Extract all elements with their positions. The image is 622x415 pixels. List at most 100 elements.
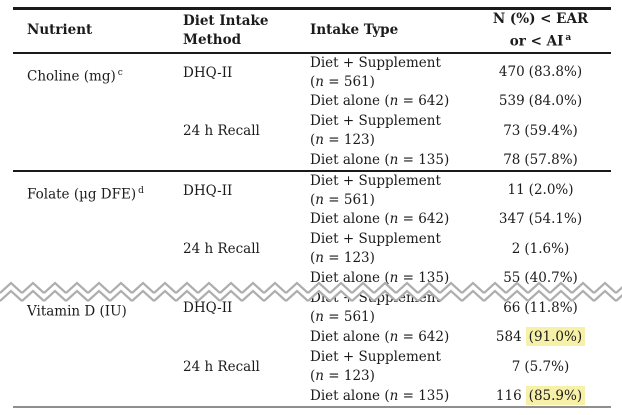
- value-cell: 78 (57.8%): [470, 151, 611, 171]
- value-cell: 55 (40.7%): [470, 269, 611, 289]
- section-choline: Choline (mg) c DHQ-II Diet + Supplement (…: [13, 53, 611, 171]
- header-intake-type: Intake Type: [310, 22, 399, 39]
- intake-type-cell: Diet + Supplement (n = 123): [310, 348, 470, 387]
- intake-type-cell: Diet + Supplement (n = 123): [310, 112, 470, 151]
- percent: (59.4%): [524, 122, 578, 139]
- intake-line: Diet + Supplement: [310, 54, 441, 71]
- intake-type-cell: Diet + Supplement (n = 123): [310, 230, 470, 269]
- intake-line: (n = 123): [310, 250, 375, 266]
- header-line: N (%) < EAR: [492, 11, 589, 27]
- percent-highlighted: (85.9%): [525, 385, 586, 405]
- header-line: Diet Intake: [183, 12, 269, 29]
- table-header: Nutrient Diet Intake Method Intake Type …: [13, 9, 611, 53]
- table-row: Diet alone (n = 642) 347 (54.1%): [13, 210, 611, 230]
- count: 55: [503, 270, 521, 286]
- nutrient-name: Folate (µg DFE): [27, 186, 137, 202]
- percent: (2.0%): [528, 182, 574, 198]
- value-cell: 73 (59.4%): [470, 112, 611, 151]
- nutrient-cell: Choline (mg) c: [13, 53, 183, 171]
- nutrient-cell: Vitamin D (IU): [13, 289, 183, 407]
- intake-line: (n = 561): [310, 191, 375, 208]
- header-line: Method: [183, 31, 242, 48]
- method-cell: 24 h Recall: [183, 358, 260, 375]
- table-row: Choline (mg) c DHQ-II Diet + Supplement (…: [13, 53, 611, 92]
- intake-line: Diet alone (n = 642): [310, 93, 450, 109]
- value-cell: 584 (91.0%): [470, 327, 611, 348]
- intake-type-cell: Diet alone (n = 642): [310, 328, 470, 348]
- count: 73: [503, 122, 521, 139]
- table-row: Diet alone (n = 135) 116 (85.9%): [13, 385, 611, 407]
- intake-line: Diet + Supplement: [310, 290, 441, 306]
- intake-type-cell: Diet + Supplement (n = 561): [310, 289, 470, 328]
- count: 347: [498, 211, 525, 227]
- method-cell: 24 h Recall: [183, 240, 260, 257]
- percent: (5.7%): [524, 358, 570, 375]
- count: 470: [498, 64, 525, 80]
- table-row: Vitamin D (IU) DHQ-II Diet + Supplement …: [13, 289, 611, 328]
- method-cell: DHQ-II: [183, 64, 233, 81]
- intake-line: (n = 123): [310, 132, 375, 148]
- nutrient-intake-table: Nutrient Diet Intake Method Intake Type …: [13, 7, 611, 408]
- table-row: 24 h Recall Diet + Supplement (n = 123) …: [13, 112, 611, 151]
- intake-line: (n = 561): [310, 73, 375, 90]
- value-cell: 116 (85.9%): [470, 385, 611, 407]
- table-row: Diet alone (n = 135) 78 (57.8%): [13, 151, 611, 171]
- count: 66: [503, 299, 521, 316]
- count: 11: [507, 182, 525, 198]
- section-vitamin-d: Vitamin D (IU) DHQ-II Diet + Supplement …: [13, 289, 611, 407]
- intake-line: Diet alone (n = 135): [310, 270, 450, 286]
- count: 539: [498, 93, 525, 109]
- intake-line: Diet + Supplement: [310, 231, 441, 247]
- intake-type-cell: Diet alone (n = 135): [310, 269, 470, 289]
- footnote-marker-a: a: [565, 33, 572, 43]
- nutrient-cell: Folate (µg DFE) d: [13, 171, 183, 289]
- intake-type-cell: Diet alone (n = 135): [310, 151, 470, 171]
- header-row: Nutrient Diet Intake Method Intake Type …: [13, 9, 611, 53]
- intake-line: Diet + Supplement: [310, 349, 441, 365]
- table-row: Folate (µg DFE) d DHQ-II Diet + Supplemen…: [13, 171, 611, 210]
- count: 2: [511, 240, 521, 257]
- intake-line: Diet alone (n = 135): [310, 387, 450, 404]
- percent: (1.6%): [524, 240, 570, 257]
- intake-line: Diet alone (n = 642): [310, 329, 450, 345]
- value-cell: 539 (84.0%): [470, 92, 611, 112]
- footnote-marker: d: [138, 185, 144, 196]
- intake-line: (n = 123): [310, 368, 375, 384]
- percent: (11.8%): [524, 299, 578, 316]
- count: 78: [503, 151, 521, 168]
- header-n-pct: N (%) < EAR or < AI a: [470, 9, 611, 53]
- value-cell: 66 (11.8%): [470, 289, 611, 328]
- table-row: 24 h Recall Diet + Supplement (n = 123) …: [13, 348, 611, 387]
- intake-type-cell: Diet alone (n = 135): [310, 387, 470, 407]
- count: 116: [495, 387, 522, 404]
- nutrient-name: Vitamin D (IU): [27, 303, 127, 319]
- value-cell: 7 (5.7%): [470, 348, 611, 387]
- value-cell: 2 (1.6%): [470, 230, 611, 269]
- method-cell: 24 h Recall: [183, 122, 260, 139]
- intake-line: (n = 561): [310, 309, 375, 325]
- table-row: Diet alone (n = 642) 539 (84.0%): [13, 92, 611, 112]
- section-folate: Folate (µg DFE) d DHQ-II Diet + Supplemen…: [13, 170, 611, 289]
- value-cell: 11 (2.0%): [470, 171, 611, 210]
- table-row: 24 h Recall Diet + Supplement (n = 123) …: [13, 230, 611, 269]
- percent-highlighted: (91.0%): [525, 327, 586, 346]
- header-nutrient: Nutrient: [27, 22, 93, 39]
- header-line-text: or < AI: [509, 33, 564, 50]
- count: 584: [495, 329, 522, 345]
- percent: (84.0%): [528, 93, 583, 109]
- count: 7: [511, 358, 521, 375]
- intake-type-cell: Diet + Supplement (n = 561): [310, 171, 470, 210]
- footnote-marker: c: [117, 67, 123, 78]
- method-cell: DHQ-II: [183, 299, 233, 316]
- intake-type-cell: Diet + Supplement (n = 561): [310, 53, 470, 92]
- value-cell: 347 (54.1%): [470, 210, 611, 230]
- intake-line: Diet + Supplement: [310, 113, 441, 129]
- percent: (54.1%): [528, 211, 583, 227]
- header-line: or < AI a: [470, 29, 611, 52]
- intake-line: Diet + Supplement: [310, 172, 441, 189]
- intake-type-cell: Diet alone (n = 642): [310, 92, 470, 112]
- value-cell: 470 (83.8%): [470, 53, 611, 92]
- table-row: Diet alone (n = 642) 584 (91.0%): [13, 327, 611, 348]
- percent: (57.8%): [524, 151, 578, 168]
